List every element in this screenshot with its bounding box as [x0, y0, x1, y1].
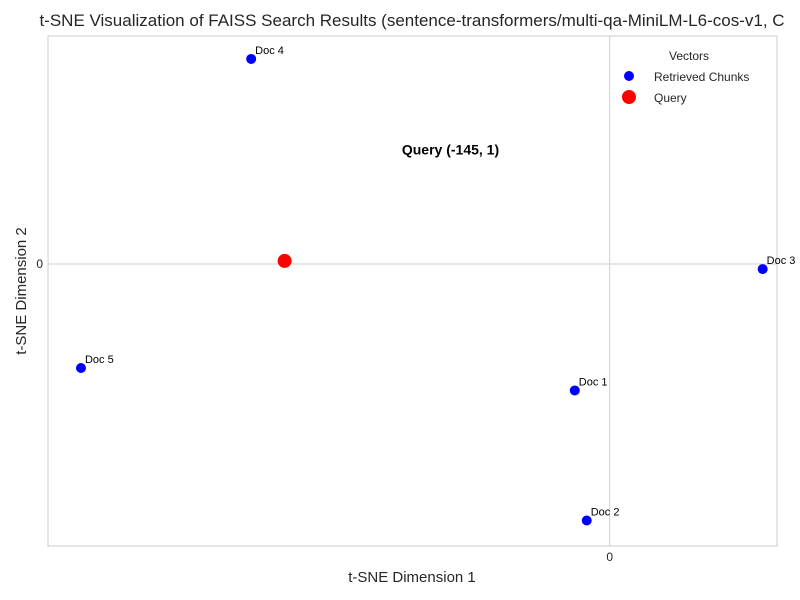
point-label: Doc 3	[767, 255, 796, 267]
data-points: Doc 1 Doc 2 Doc 3 Doc 4 Doc 5	[75, 45, 796, 526]
point-label: Doc 1	[579, 376, 608, 388]
legend: Vectors Retrieved Chunks Query	[622, 49, 749, 105]
query-annotation: Query (-145, 1)	[402, 142, 499, 158]
retrieved-chunks-point	[246, 53, 257, 64]
point-label: Doc 5	[85, 354, 114, 366]
retrieved-chunks-point	[569, 385, 580, 396]
x-tick-label: 0	[606, 550, 613, 564]
retrieved-chunks-point	[757, 264, 768, 275]
grid-lines	[48, 36, 777, 546]
legend-marker-retrieved-chunks	[624, 71, 634, 81]
legend-title: Vectors	[669, 49, 709, 63]
annotations: Query (-145, 1)	[402, 142, 499, 158]
y-axis-label: t-SNE Dimension 2	[13, 227, 30, 355]
legend-label-retrieved-chunks: Retrieved Chunks	[654, 70, 749, 84]
x-axis-label: t-SNE Dimension 1	[348, 569, 476, 586]
legend-marker-query	[622, 90, 636, 104]
plot-area	[47, 35, 778, 547]
retrieved-chunks-point	[581, 515, 592, 526]
chart-title: t-SNE Visualization of FAISS Search Resu…	[39, 11, 784, 30]
tick-labels: 00	[36, 257, 613, 564]
retrieved-chunks-point	[75, 363, 86, 374]
legend-label-query: Query	[654, 91, 687, 105]
y-tick-label: 0	[36, 257, 43, 271]
point-label: Doc 2	[591, 507, 620, 519]
point-label: Doc 4	[255, 45, 284, 57]
query-point	[277, 253, 292, 268]
